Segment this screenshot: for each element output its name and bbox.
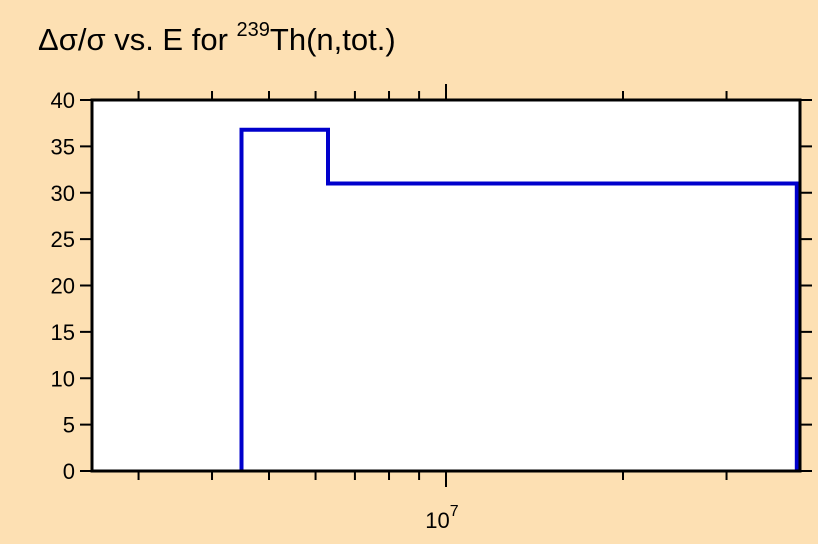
y-tick-label: 5: [63, 413, 75, 438]
chart-title-suffix: Th(n,tot.): [269, 22, 396, 57]
y-tick-label: 40: [51, 88, 75, 113]
x-tick-label-exponent: 7: [450, 503, 459, 520]
chart-title-superscript: 239: [236, 19, 270, 41]
y-tick-label: 10: [51, 366, 75, 391]
y-tick-label: 15: [51, 320, 75, 345]
x-tick-label-base: 10: [425, 508, 449, 533]
y-tick-label: 0: [63, 459, 75, 484]
y-tick-label: 20: [51, 274, 75, 299]
y-tick-label: 35: [51, 134, 75, 159]
series-layer: [239, 127, 799, 471]
chart-title: Δσ/σ vs. E for 239Th(n,tot.): [38, 19, 396, 58]
plot-area: [92, 100, 800, 471]
x-tick-label: 107: [425, 503, 458, 533]
plot-frame: [90, 98, 802, 473]
chart-title-prefix: Δσ/σ vs. E for: [38, 22, 237, 57]
y-tick-label: 25: [51, 227, 75, 252]
series-line: [239, 127, 799, 471]
y-tick-label: 30: [51, 181, 75, 206]
